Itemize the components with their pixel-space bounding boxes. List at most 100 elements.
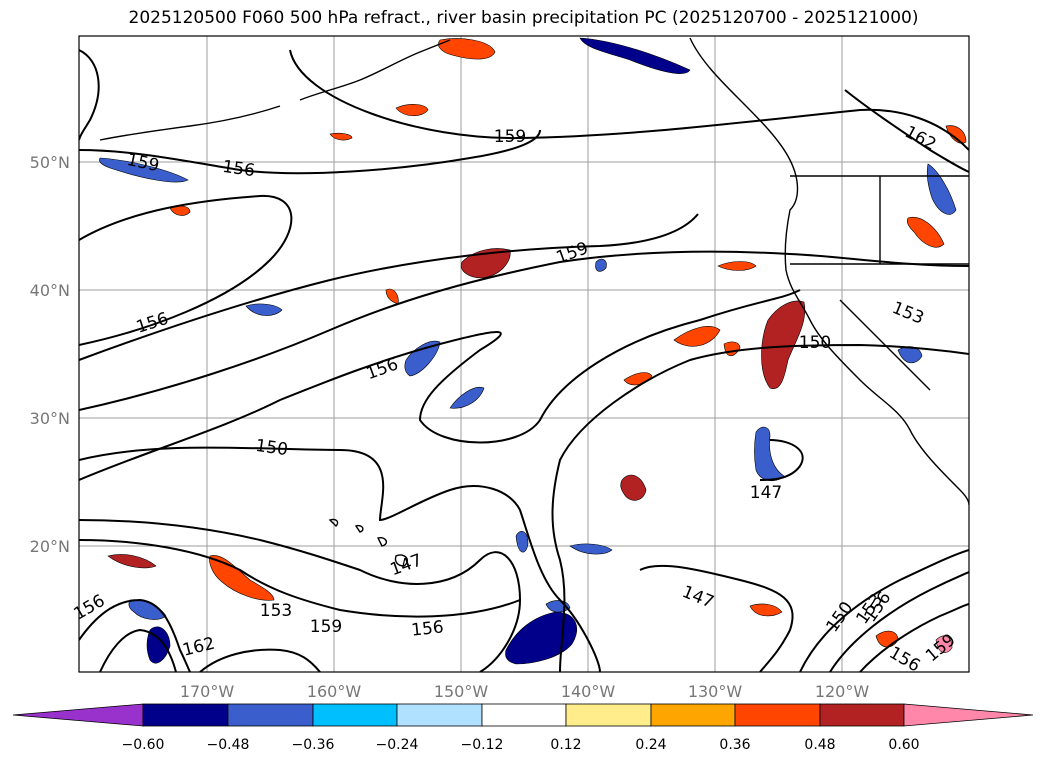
north-america-coastline — [689, 37, 969, 506]
contour-label: 159 — [310, 617, 342, 637]
lon-label: 140°W — [561, 682, 616, 701]
patch-positive — [620, 474, 647, 501]
latitude-labels: 50°N 40°N 30°N 20°N — [30, 153, 70, 556]
patch-negative — [146, 626, 171, 664]
hawaii-islands — [328, 518, 408, 567]
patch-negative — [569, 543, 613, 555]
contour-line — [79, 598, 191, 672]
colorbar-swatch — [481, 703, 567, 727]
patch-positive — [329, 132, 353, 141]
contour-line — [79, 446, 601, 672]
coastlines — [99, 37, 969, 506]
patch-positive — [761, 300, 806, 390]
contour-line — [759, 439, 804, 481]
contour-label: 159 — [494, 127, 526, 147]
colorbar-tick-label: −0.12 — [461, 737, 504, 753]
contour-line — [99, 628, 177, 672]
lon-label: 170°W — [180, 682, 235, 701]
patch-negative — [515, 531, 529, 553]
patch-negative — [99, 157, 189, 183]
patch-negative — [579, 37, 691, 74]
state-border — [839, 299, 931, 391]
patch-positive — [107, 554, 157, 569]
patch-positive — [945, 125, 967, 144]
contour-line — [79, 129, 541, 175]
patch-positive — [906, 216, 945, 248]
colorbar-extend-min — [12, 703, 144, 727]
colorbar-tick-label: 0.36 — [719, 737, 750, 753]
contour-label: 147 — [750, 483, 782, 503]
colorbar-swatch — [142, 703, 229, 727]
gridlines — [79, 36, 969, 672]
contour-label: 150 — [254, 436, 289, 460]
colorbar-tick-label: 0.12 — [550, 737, 581, 753]
lat-label: 40°N — [30, 281, 70, 300]
patch-negative — [595, 258, 607, 272]
patch-negative — [404, 340, 441, 377]
patch-negative — [754, 426, 785, 482]
contour-line — [639, 564, 794, 672]
patch-negative — [245, 303, 283, 316]
colorbar-tick-label: −0.60 — [122, 737, 165, 753]
lon-label: 130°W — [688, 682, 743, 701]
colorbar-tick-label: 0.48 — [804, 737, 835, 753]
island — [376, 536, 388, 547]
alaska-coastline — [299, 39, 451, 101]
lat-label: 50°N — [30, 153, 70, 172]
colorbar-swatch — [396, 703, 483, 727]
colorbar-tick-label: 0.24 — [635, 737, 666, 753]
longitude-labels: 170°W 160°W 150°W 140°W 130°W 120°W — [180, 682, 870, 701]
map-frame — [78, 35, 970, 673]
map-title: 2025120500 F060 500 hPa refract., river … — [128, 8, 919, 28]
patch-positive — [438, 38, 496, 60]
colorbar-swatch — [565, 703, 652, 727]
contour-line — [79, 213, 699, 361]
contour-line — [199, 648, 321, 672]
island — [394, 554, 408, 567]
contour-line — [79, 49, 100, 141]
contour-lines — [79, 49, 969, 672]
patch-positive — [395, 104, 429, 117]
lat-label: 20°N — [30, 537, 70, 556]
contour-line — [551, 343, 969, 672]
aleutian-coastline — [99, 105, 281, 141]
patch-negative — [505, 611, 577, 665]
contour-line — [79, 194, 293, 346]
colorbar-extend-max — [903, 703, 1034, 727]
contour-label: 156 — [410, 617, 444, 640]
lon-label: 120°W — [815, 682, 870, 701]
patch-positive — [935, 635, 953, 653]
island — [328, 518, 339, 527]
colorbar-swatch — [227, 703, 314, 727]
patch-positive — [749, 603, 783, 617]
lon-label: 160°W — [307, 682, 362, 701]
colorbar-swatch — [312, 703, 398, 727]
contour-label: 150 — [799, 333, 831, 353]
contour-line — [79, 539, 521, 618]
colorbar — [12, 703, 1034, 727]
contour-line — [799, 549, 969, 672]
contour-label: 156 — [221, 157, 256, 181]
colorbar-tick-label: 0.60 — [888, 737, 919, 753]
contour-line — [859, 603, 969, 672]
colorbar-tick-label: −0.48 — [207, 737, 250, 753]
patch-positive — [717, 261, 757, 271]
island — [354, 524, 364, 533]
contour-line — [289, 49, 969, 151]
patch-negative — [449, 386, 485, 409]
contour-line — [79, 289, 801, 481]
colorbar-swatch — [650, 703, 736, 727]
contour-line — [844, 89, 969, 173]
lon-label: 150°W — [434, 682, 489, 701]
colorbar-swatch — [819, 703, 905, 727]
colorbar-swatch — [734, 703, 821, 727]
contour-label: 153 — [260, 601, 292, 621]
patch-positive — [673, 326, 721, 347]
colorbar-tick-labels: −0.60 −0.48 −0.36 −0.24 −0.12 0.12 0.24 … — [122, 737, 920, 753]
contour-line — [79, 250, 969, 411]
colorbar-tick-label: −0.36 — [292, 737, 335, 753]
lat-label: 30°N — [30, 409, 70, 428]
contour-line — [829, 571, 969, 672]
colorbar-tick-label: −0.24 — [376, 737, 419, 753]
